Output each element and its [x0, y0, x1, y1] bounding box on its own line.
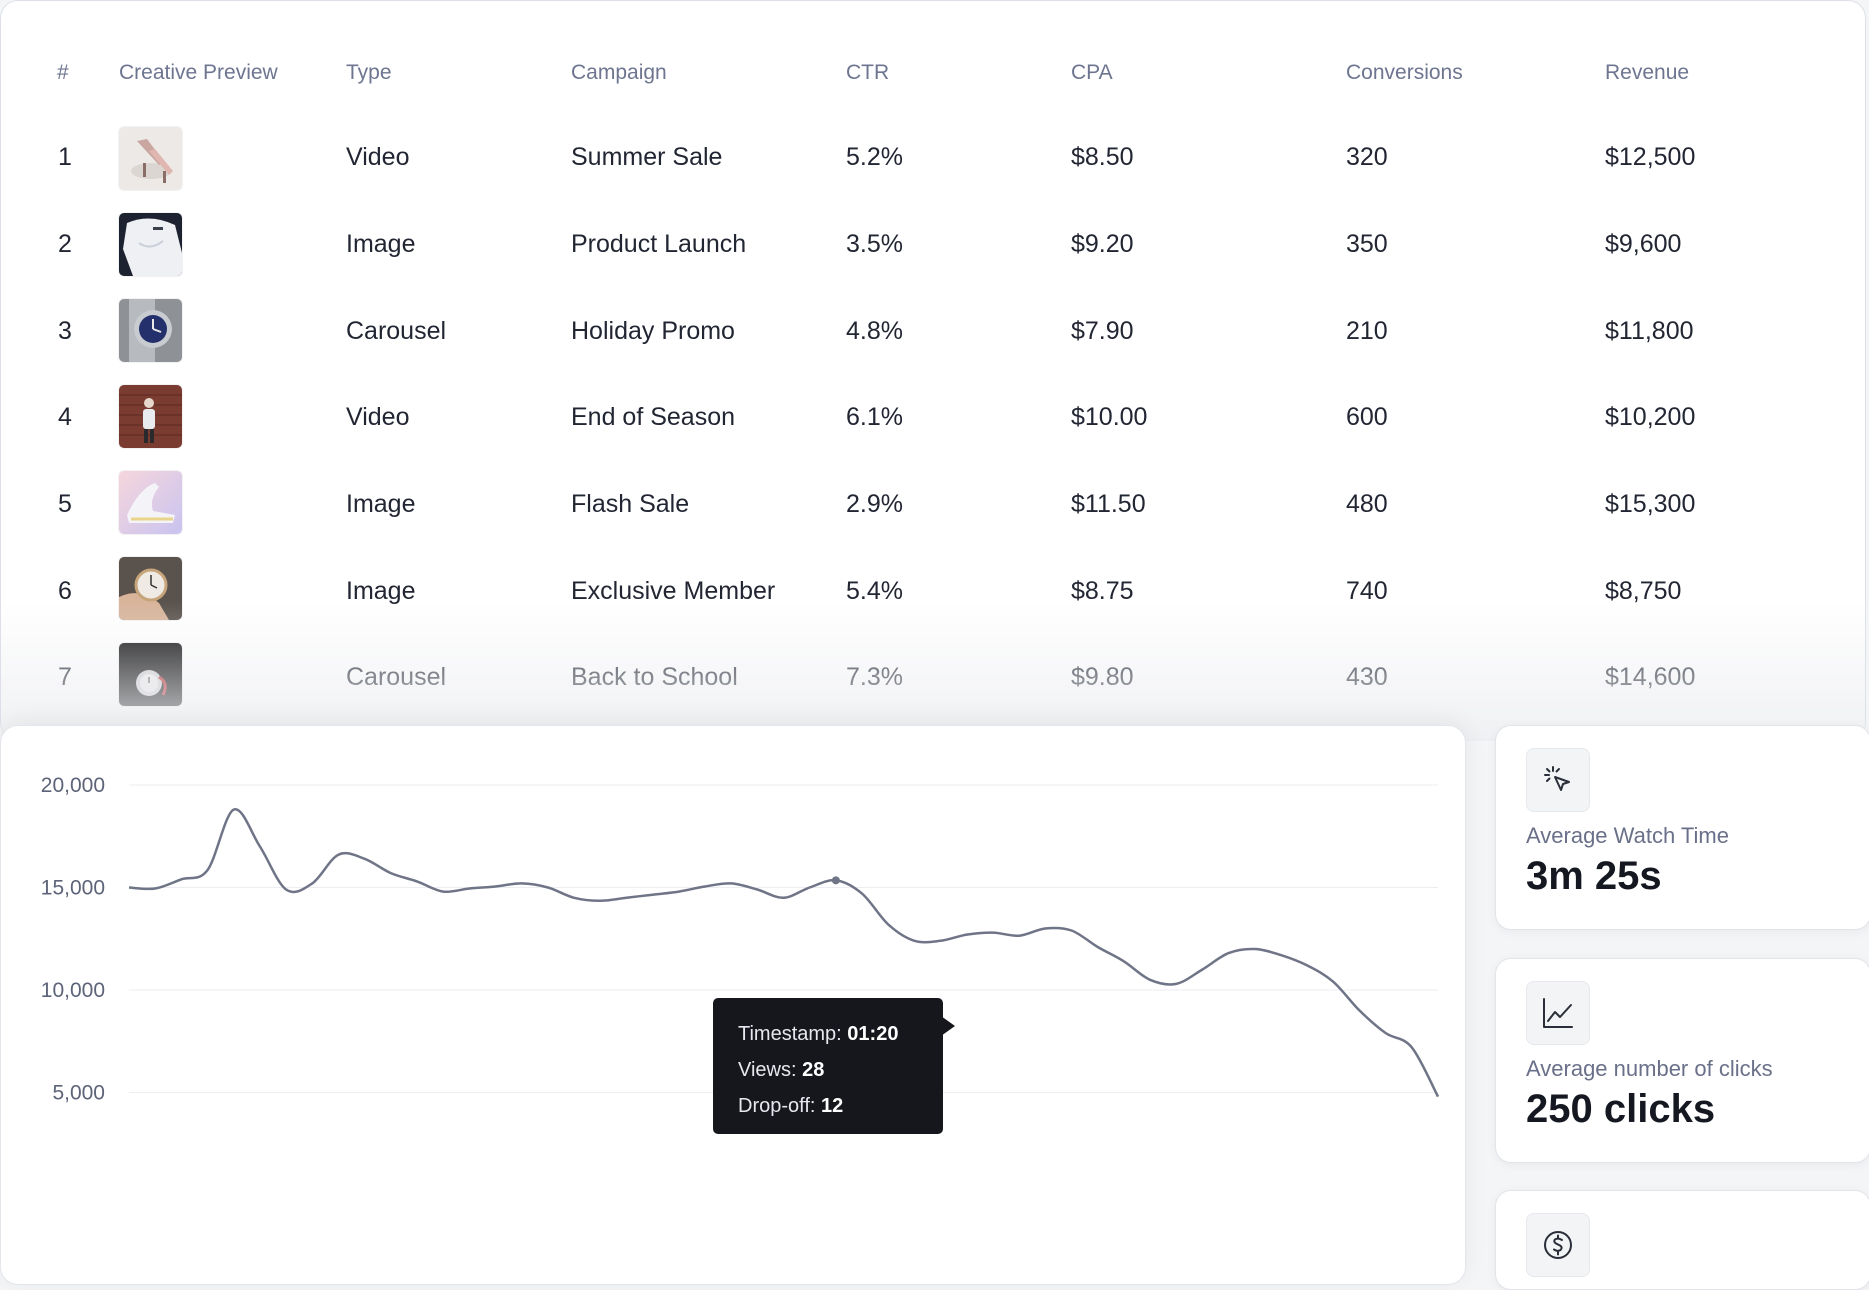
stat-card-watch-time[interactable]: Average Watch Time 3m 25s	[1495, 725, 1869, 930]
col-header-campaign[interactable]: Campaign	[571, 61, 667, 84]
y-tick-label: 20,000	[41, 774, 105, 797]
row-type: Image	[346, 230, 416, 258]
col-header-cpa[interactable]: CPA	[1071, 61, 1113, 84]
y-tick-label: 15,000	[41, 877, 105, 900]
row-ctr: 6.1%	[846, 403, 903, 431]
y-tick-label: 5,000	[52, 1082, 105, 1105]
row-campaign: Back to School	[571, 663, 738, 691]
heels-image[interactable]	[119, 127, 182, 190]
chart-tooltip: Timestamp: 01:20 Views: 28 Drop-off: 12	[713, 998, 943, 1134]
stat-label: Average Watch Time	[1526, 823, 1729, 848]
stat-card-clicks[interactable]: Average number of clicks 250 clicks	[1495, 958, 1869, 1163]
row-conversions: 600	[1346, 403, 1388, 431]
stat-value: 3m 25s	[1526, 854, 1662, 898]
stat-card-revenue[interactable]	[1495, 1190, 1869, 1290]
col-header-preview[interactable]: Creative Preview	[119, 61, 278, 84]
row-type: Video	[346, 143, 410, 171]
row-ctr: 7.3%	[846, 663, 903, 691]
row-cpa: $11.50	[1071, 490, 1146, 518]
row-type: Carousel	[346, 663, 447, 691]
tshirt-image[interactable]	[119, 213, 182, 276]
row-conversions: 320	[1346, 143, 1388, 171]
row-ctr: 5.2%	[846, 143, 903, 171]
stat-value: 250 clicks	[1526, 1087, 1716, 1131]
tooltip-views: Views: 28	[738, 1059, 825, 1081]
row-index: 3	[58, 317, 72, 345]
tooltip-dropoff: Drop-off: 12	[738, 1095, 844, 1117]
row-index: 2	[58, 230, 72, 258]
col-header-conversions[interactable]: Conversions	[1346, 61, 1463, 84]
row-revenue: $10,200	[1605, 403, 1696, 431]
dollar-circle-icon	[1526, 1213, 1590, 1277]
stat-label: Average number of clicks	[1526, 1056, 1773, 1081]
row-cpa: $7.90	[1071, 317, 1134, 345]
row-index: 6	[58, 577, 72, 605]
row-revenue: $9,600	[1605, 230, 1682, 258]
row-cpa: $8.75	[1071, 577, 1134, 605]
row-conversions: 740	[1346, 577, 1388, 605]
cursor-click-icon	[1526, 748, 1590, 812]
col-header-ctr[interactable]: CTR	[846, 61, 890, 84]
row-revenue: $14,600	[1605, 663, 1696, 691]
row-index: 5	[58, 490, 72, 518]
row-revenue: $11,800	[1605, 317, 1694, 345]
row-conversions: 210	[1346, 317, 1388, 345]
dark-watch-image[interactable]	[119, 643, 182, 706]
col-header-revenue[interactable]: Revenue	[1605, 61, 1690, 84]
row-cpa: $10.00	[1071, 403, 1148, 431]
row-index: 1	[58, 143, 72, 171]
y-tick-label: 10,000	[41, 979, 105, 1002]
row-ctr: 2.9%	[846, 490, 903, 518]
line-chart-icon	[1526, 981, 1590, 1045]
row-ctr: 5.4%	[846, 577, 903, 605]
row-ctr: 4.8%	[846, 317, 903, 345]
watch-image[interactable]	[119, 299, 182, 362]
row-type: Carousel	[346, 317, 447, 345]
col-header-index[interactable]: #	[57, 61, 69, 84]
row-cpa: $9.80	[1071, 663, 1134, 691]
row-campaign: Holiday Promo	[571, 317, 735, 345]
row-revenue: $12,500	[1605, 143, 1696, 171]
row-type: Image	[346, 577, 416, 605]
tooltip-pointer	[941, 1016, 955, 1036]
row-campaign: Summer Sale	[571, 143, 723, 171]
row-revenue: $15,300	[1605, 490, 1696, 518]
row-campaign: Exclusive Member	[571, 577, 776, 605]
hover-point[interactable]	[831, 876, 840, 885]
row-index: 7	[58, 663, 72, 691]
row-cpa: $8.50	[1071, 143, 1134, 171]
row-campaign: Product Launch	[571, 230, 747, 258]
row-index: 4	[58, 403, 72, 431]
row-conversions: 350	[1346, 230, 1388, 258]
row-conversions: 430	[1346, 663, 1388, 691]
creative-performance-table: # Creative Preview Type Campaign CTR CPA…	[0, 0, 1866, 741]
hand-watch-image[interactable]	[119, 557, 182, 620]
row-campaign: End of Season	[571, 403, 736, 431]
row-conversions: 480	[1346, 490, 1388, 518]
row-type: Image	[346, 490, 416, 518]
row-revenue: $8,750	[1605, 577, 1682, 605]
row-campaign: Flash Sale	[571, 490, 690, 518]
series-line[interactable]	[128, 808, 1440, 1098]
table-fade-overlay	[1, 601, 1865, 741]
col-header-type[interactable]: Type	[346, 61, 392, 84]
person-brick-wall-image[interactable]	[119, 385, 182, 448]
row-cpa: $9.20	[1071, 230, 1134, 258]
row-ctr: 3.5%	[846, 230, 903, 258]
sneaker-image[interactable]	[119, 471, 182, 534]
tooltip-timestamp: Timestamp: 01:20	[738, 1023, 899, 1045]
row-type: Video	[346, 403, 410, 431]
